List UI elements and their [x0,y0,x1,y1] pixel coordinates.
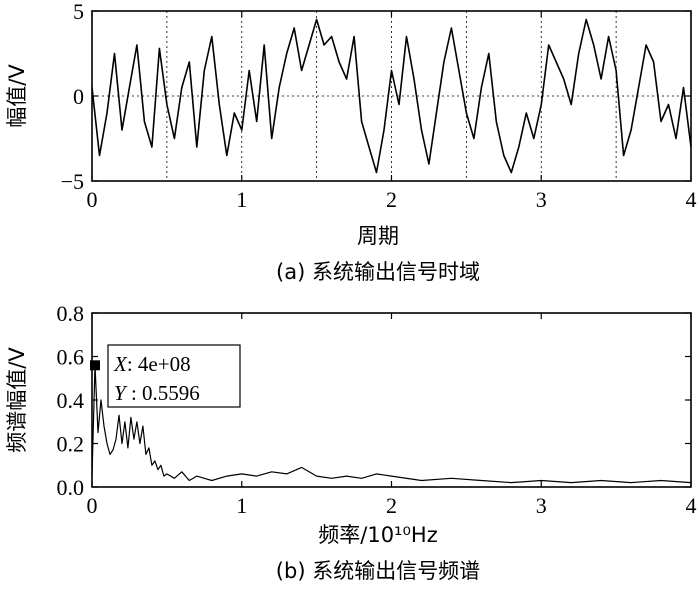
spectrum-ytick-label: 0.4 [57,388,85,413]
datatip-y-row: Y : 0.5596 [114,381,200,405]
datatip-y-label: Y [114,381,128,405]
spectrum-xtick-label: 3 [536,493,547,518]
datatip-x-row: X: 4e+08 [113,352,191,376]
spectrum-xtick-label: 0 [87,493,98,518]
spectrum-ytick-label: 0.0 [57,475,85,500]
time-xtick-label: 3 [536,187,547,212]
time-xlabel: 周期 [357,224,399,248]
spectrum-ytick-label: 0.2 [57,432,85,457]
spectrum-caption: (b) 系统输出信号频谱 [276,559,480,583]
spectrum-ytick-label: 0.8 [57,301,85,326]
time-caption: (a) 系统输出信号时域 [276,260,480,284]
time-xtick-label: 0 [87,187,98,212]
spectrum-xtick-label: 1 [236,493,247,518]
spectrum-xtick-label: 2 [386,493,397,518]
spectrum-xtick-label: 4 [686,493,697,518]
time-ylabel: 幅值/V [5,64,29,128]
datatip-y-value: 0.5596 [142,381,200,405]
spectrum-line [91,364,692,484]
time-ytick-label: 5 [73,0,84,24]
datatip: X: 4e+08 Y : 0.5596 [90,344,241,408]
datatip-x-label: X [113,352,128,376]
time-xtick-label: 4 [686,187,697,212]
time-ytick-label: −5 [61,169,84,194]
spectrum-ylabel: 频谱幅值/V [5,347,29,453]
spectrum-chart: 0 1 2 3 4 0.0 0.2 0.4 0.6 0.8 X: 4e+08 Y : 0.5596… [5,301,697,583]
time-xtick-label: 1 [236,187,247,212]
datatip-box [107,344,241,408]
spectrum-xlabel: 频率/10¹⁰Hz [318,523,437,547]
spectrum-ytick-label: 0.6 [57,345,85,370]
time-signal-line [91,18,692,174]
datatip-x-value: 4e+08 [138,352,191,376]
time-xtick-label: 2 [386,187,397,212]
datatip-marker [90,360,100,371]
time-ytick-label: 0 [73,84,84,109]
time-domain-chart: 0 1 2 3 4−505 周期 幅值/V (a) 系统输出信号时域 [5,0,697,284]
